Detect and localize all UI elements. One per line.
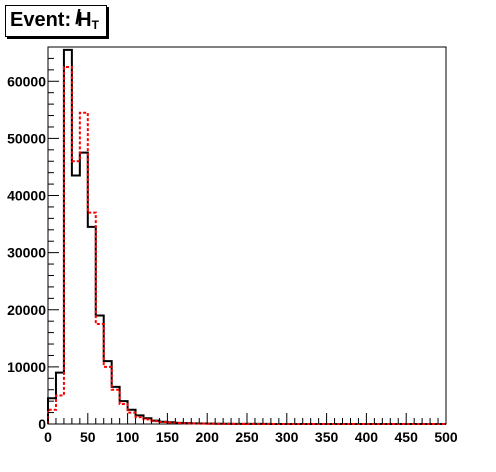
y-tick-label: 30000 [7, 245, 46, 261]
x-tick-label: 100 [116, 429, 140, 445]
x-tick-label: 250 [235, 429, 259, 445]
y-tick-label: 60000 [7, 73, 46, 89]
x-tick-label: 0 [44, 429, 52, 445]
x-tick-label: 500 [434, 429, 458, 445]
x-tick-label: 350 [315, 429, 339, 445]
x-tick-label: 300 [275, 429, 299, 445]
x-tick-label: 50 [80, 429, 96, 445]
title-subscript: T [91, 18, 99, 32]
title-prefix: Event: [10, 9, 72, 31]
title-symbol-letter: H [77, 9, 92, 31]
y-tick-label: 50000 [7, 130, 46, 146]
y-tick-label: 40000 [7, 188, 46, 204]
x-tick-label: 450 [395, 429, 419, 445]
title-box: Event: H / T [5, 5, 107, 37]
y-tick-label: 10000 [7, 359, 46, 375]
chart-title: Event: H / T [10, 7, 99, 32]
y-tick-label: 0 [38, 416, 46, 432]
missing-slash-icon: / [75, 7, 81, 29]
axis-layer: 0 50 100 150 200 250 300 350 400 450 500 0 10000 2000… [7, 46, 458, 445]
title-symbol: H / T [75, 7, 99, 32]
plot-frame [47, 46, 447, 425]
x-tick-label: 150 [156, 429, 180, 445]
y-tick-label: 20000 [7, 302, 46, 318]
x-tick-label: 200 [196, 429, 220, 445]
x-tick-label: 400 [355, 429, 379, 445]
